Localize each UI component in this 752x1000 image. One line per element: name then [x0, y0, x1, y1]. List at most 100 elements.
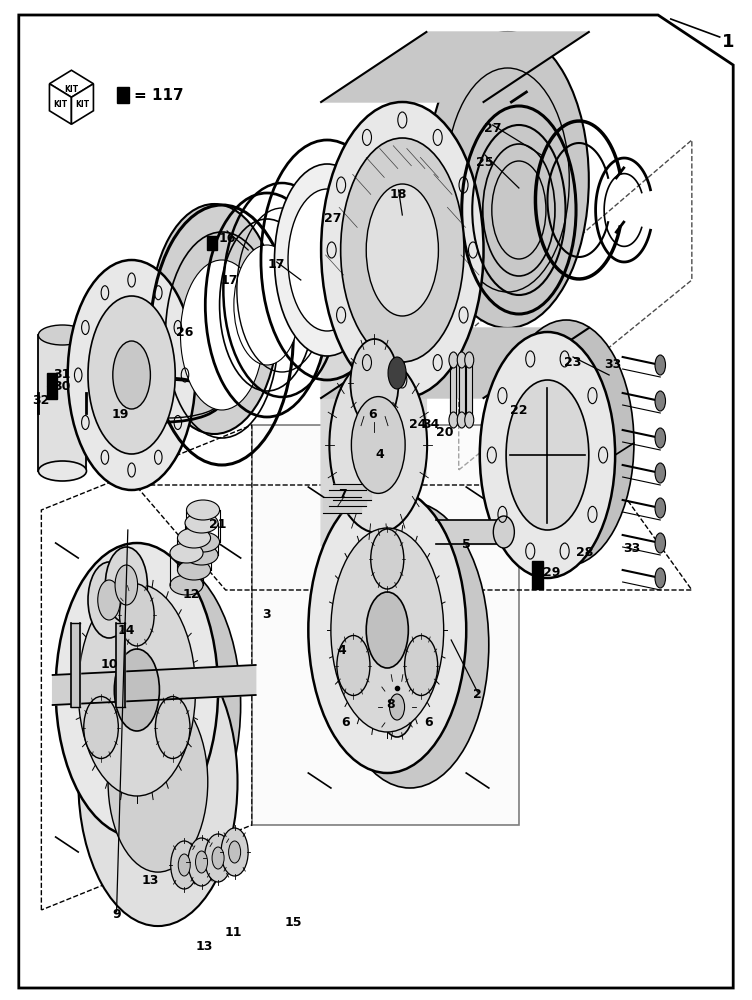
Ellipse shape [308, 487, 466, 773]
Ellipse shape [499, 320, 634, 566]
Text: 21: 21 [209, 518, 227, 532]
Ellipse shape [98, 580, 120, 620]
Text: 32: 32 [32, 393, 50, 406]
Text: 13: 13 [196, 940, 214, 954]
Text: 24: 24 [408, 418, 426, 430]
Polygon shape [321, 32, 589, 102]
Ellipse shape [234, 245, 300, 365]
Ellipse shape [321, 102, 484, 398]
Ellipse shape [186, 532, 220, 552]
Polygon shape [323, 497, 361, 513]
Ellipse shape [170, 575, 203, 595]
Text: 14: 14 [117, 624, 135, 637]
Ellipse shape [180, 260, 263, 410]
Ellipse shape [366, 184, 438, 316]
Ellipse shape [78, 638, 238, 926]
Text: 15: 15 [284, 916, 302, 930]
Ellipse shape [170, 543, 203, 563]
Ellipse shape [465, 412, 474, 428]
Text: 4: 4 [375, 448, 384, 462]
Ellipse shape [449, 352, 458, 368]
Ellipse shape [366, 592, 408, 668]
Ellipse shape [177, 528, 211, 548]
Ellipse shape [229, 841, 241, 863]
Text: 18: 18 [390, 188, 408, 202]
Ellipse shape [212, 847, 224, 869]
Text: 16: 16 [218, 232, 236, 244]
Text: 25: 25 [476, 155, 494, 168]
Ellipse shape [381, 677, 414, 737]
Ellipse shape [480, 332, 615, 578]
Ellipse shape [457, 352, 466, 368]
Ellipse shape [351, 397, 405, 493]
Bar [47, 372, 57, 385]
Bar [117, 87, 129, 103]
Bar [532, 561, 543, 575]
Polygon shape [71, 623, 80, 707]
Text: 1: 1 [722, 33, 734, 51]
Ellipse shape [188, 838, 215, 886]
Text: 19: 19 [111, 408, 129, 422]
Bar [532, 575, 543, 589]
Text: KIT: KIT [65, 85, 78, 94]
Text: 17: 17 [268, 258, 286, 271]
Ellipse shape [655, 355, 666, 375]
Ellipse shape [88, 296, 175, 454]
Text: 6: 6 [368, 408, 377, 422]
Ellipse shape [221, 828, 248, 876]
Text: 20: 20 [436, 426, 454, 438]
Text: 2: 2 [473, 688, 482, 702]
Text: 12: 12 [183, 588, 201, 601]
Ellipse shape [83, 696, 118, 758]
Ellipse shape [388, 357, 406, 389]
Text: 6: 6 [424, 716, 433, 728]
Text: 3: 3 [262, 608, 271, 621]
Text: 27: 27 [324, 212, 342, 225]
Ellipse shape [115, 565, 138, 605]
Text: = 117: = 117 [134, 88, 183, 103]
Text: 30: 30 [53, 380, 71, 393]
Ellipse shape [105, 547, 147, 623]
Text: 17: 17 [220, 273, 238, 286]
Ellipse shape [506, 380, 589, 530]
Ellipse shape [341, 138, 464, 362]
Text: 11: 11 [224, 926, 242, 938]
Ellipse shape [405, 636, 438, 696]
Ellipse shape [655, 463, 666, 483]
Ellipse shape [329, 357, 427, 533]
Ellipse shape [655, 391, 666, 411]
Text: 8: 8 [387, 698, 396, 712]
Text: 33: 33 [623, 542, 640, 554]
Text: 27: 27 [484, 121, 502, 134]
Ellipse shape [177, 560, 211, 580]
Ellipse shape [331, 502, 489, 788]
Text: 34: 34 [422, 418, 440, 430]
Text: 7: 7 [338, 488, 347, 502]
Ellipse shape [108, 692, 208, 872]
Polygon shape [38, 335, 86, 471]
Polygon shape [459, 140, 692, 470]
Ellipse shape [56, 543, 218, 837]
Ellipse shape [426, 32, 589, 328]
Polygon shape [436, 520, 504, 544]
Ellipse shape [337, 636, 370, 696]
Ellipse shape [655, 498, 666, 518]
Bar [207, 236, 217, 250]
Polygon shape [329, 490, 366, 506]
Polygon shape [252, 425, 519, 825]
Polygon shape [466, 360, 472, 420]
Ellipse shape [38, 461, 86, 481]
Polygon shape [50, 70, 93, 97]
Polygon shape [321, 180, 426, 546]
Ellipse shape [185, 545, 218, 565]
Text: KIT: KIT [53, 100, 68, 109]
Text: 22: 22 [510, 403, 528, 416]
Text: 26: 26 [175, 326, 193, 338]
Ellipse shape [78, 558, 241, 852]
Ellipse shape [371, 529, 404, 589]
Text: 28: 28 [576, 546, 594, 558]
Polygon shape [50, 84, 71, 124]
Ellipse shape [205, 834, 232, 882]
Text: 33: 33 [605, 359, 621, 371]
Text: 4: 4 [338, 644, 347, 656]
